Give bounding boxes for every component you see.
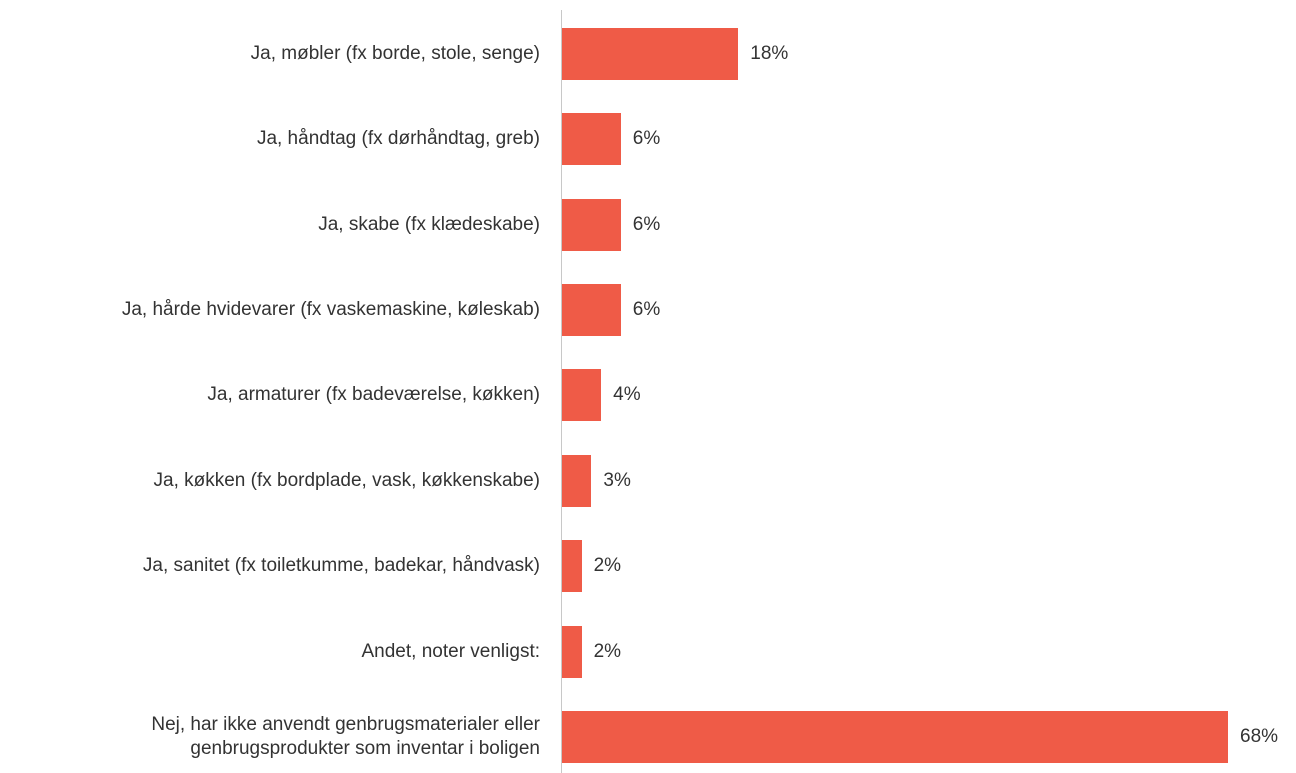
- value-label: 2%: [593, 555, 622, 577]
- bar: [562, 113, 621, 166]
- bar: [562, 369, 602, 422]
- bar: [562, 710, 1228, 763]
- bar: [562, 625, 582, 678]
- value-label: 4%: [613, 384, 641, 406]
- value-label: 2%: [593, 640, 622, 662]
- value-label: 3%: [603, 469, 631, 491]
- bar: [562, 198, 621, 251]
- category-axis: [561, 10, 562, 773]
- bar: [562, 540, 582, 593]
- value-label: 18%: [750, 42, 789, 64]
- category-label: Ja, køkken (fx bordplade, vask, køkkensk…: [153, 469, 541, 491]
- category-label: Ja, armaturer (fx badeværelse, køkken): [207, 384, 540, 406]
- value-label: 6%: [632, 128, 661, 150]
- category-label: Ja, sanitet (fx toiletkumme, badekar, hå…: [142, 555, 540, 577]
- category-label: Ja, møbler (fx borde, stole, senge): [250, 42, 540, 64]
- category-label: Ja, hårde hvidevarer (fx vaskemaskine, k…: [121, 298, 540, 320]
- bar: [562, 454, 592, 507]
- value-label: 6%: [632, 298, 661, 320]
- category-label: Ja, skabe (fx klædeskabe): [318, 213, 540, 235]
- value-label: 68%: [1240, 725, 1279, 747]
- bar: [562, 27, 739, 80]
- value-label: 6%: [632, 213, 661, 235]
- category-label: Nej, har ikke anvendt genbrugsmaterialer…: [151, 713, 540, 759]
- category-label: Ja, håndtag (fx dørhåndtag, greb): [256, 128, 540, 150]
- bar: [562, 283, 621, 336]
- category-label: Andet, noter venligst:: [361, 640, 541, 662]
